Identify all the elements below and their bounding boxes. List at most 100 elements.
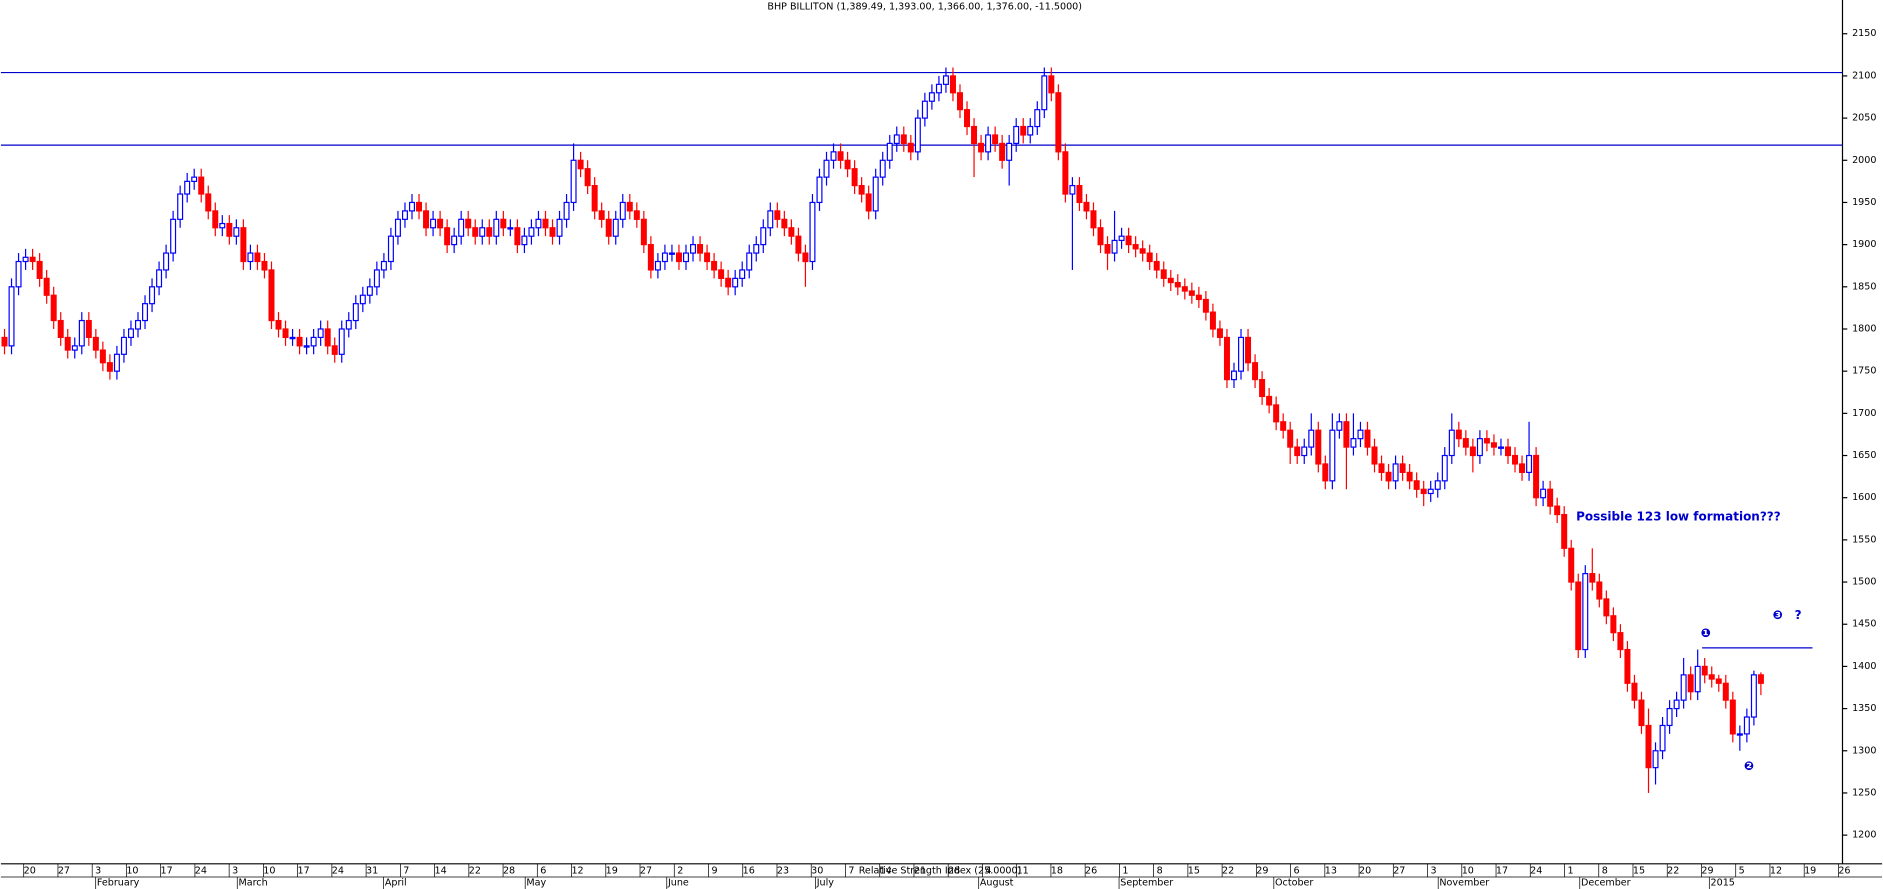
candle-body bbox=[1750, 674, 1757, 718]
x-tick-label: 22 bbox=[469, 866, 481, 877]
candle-body bbox=[1371, 446, 1378, 465]
x-tick-label: 26 bbox=[1085, 866, 1097, 877]
candle-body bbox=[1125, 235, 1132, 246]
candle-body bbox=[296, 336, 303, 347]
x-tick-label: 19 bbox=[1804, 866, 1816, 877]
x-tick-label: 1 bbox=[1122, 866, 1128, 877]
candle-body bbox=[1294, 446, 1301, 457]
candle-body bbox=[1013, 125, 1020, 145]
candle-body bbox=[844, 159, 851, 170]
candle-body bbox=[1413, 480, 1420, 490]
candle-body bbox=[1624, 648, 1631, 684]
x-tick-label: 14 bbox=[434, 866, 446, 877]
candle-body bbox=[247, 252, 254, 263]
candle-body bbox=[1659, 724, 1666, 752]
candle-body bbox=[149, 286, 156, 305]
candle-body bbox=[261, 260, 268, 271]
candle-body bbox=[718, 269, 725, 279]
month-label: April bbox=[385, 878, 407, 889]
candle-body bbox=[57, 319, 64, 339]
candle-body bbox=[1336, 421, 1343, 431]
candle-body bbox=[1540, 488, 1547, 499]
candle-body bbox=[268, 269, 275, 322]
candle-body bbox=[303, 345, 310, 348]
candle-body bbox=[500, 218, 507, 229]
candle-body bbox=[1238, 336, 1245, 372]
x-tick-label: 29 bbox=[1701, 866, 1713, 877]
x-tick-label: 18 bbox=[1051, 866, 1063, 877]
candle-body bbox=[612, 218, 619, 237]
candle-body bbox=[282, 328, 289, 339]
candle-body bbox=[1547, 488, 1554, 507]
y-tick-label: 1200 bbox=[1852, 830, 1876, 841]
candle-body bbox=[661, 252, 668, 263]
candle-body bbox=[373, 269, 380, 288]
candle-body bbox=[514, 227, 521, 246]
candle-body bbox=[1596, 581, 1603, 600]
candle-body bbox=[1476, 438, 1483, 457]
x-tick-label: 5 bbox=[1739, 866, 1745, 877]
candle-body bbox=[50, 294, 57, 322]
x-tick-label: 3 bbox=[1431, 866, 1437, 877]
candle-body bbox=[1209, 311, 1216, 330]
x-tick-label: 17 bbox=[298, 866, 310, 877]
candle-body bbox=[507, 227, 514, 230]
candle-body bbox=[1230, 370, 1237, 381]
candle-body bbox=[753, 244, 760, 254]
y-tick-label: 1950 bbox=[1852, 197, 1876, 208]
annotation: ❷ bbox=[1744, 759, 1754, 773]
candle-body bbox=[1, 336, 8, 347]
candle-body bbox=[760, 227, 767, 246]
candle-body bbox=[92, 336, 99, 351]
candle-body bbox=[837, 151, 844, 161]
x-tick-label: 14 bbox=[880, 866, 892, 877]
candle-body bbox=[1582, 573, 1589, 651]
candle-body bbox=[1666, 707, 1673, 727]
candle-body bbox=[1223, 336, 1230, 381]
x-tick-label: 8 bbox=[1157, 866, 1163, 877]
candle-body bbox=[1729, 699, 1736, 735]
candle-body bbox=[1736, 733, 1743, 736]
candle-body bbox=[1645, 724, 1652, 769]
y-tick-label: 1500 bbox=[1852, 577, 1876, 588]
candle-body bbox=[1055, 92, 1062, 153]
candle-body bbox=[1252, 362, 1259, 381]
candle-body bbox=[584, 168, 591, 187]
candle-body bbox=[893, 134, 900, 145]
candle-body bbox=[1385, 471, 1392, 482]
x-tick-label: 7 bbox=[403, 866, 409, 877]
candle-body bbox=[690, 244, 697, 254]
candle-body bbox=[971, 125, 978, 145]
candle-body bbox=[711, 260, 718, 271]
candle-body bbox=[914, 117, 921, 153]
x-tick-label: 23 bbox=[777, 866, 789, 877]
annotation: ? bbox=[1795, 608, 1802, 622]
candle-body bbox=[1350, 438, 1357, 448]
candle-body bbox=[1195, 294, 1202, 301]
candle-body bbox=[8, 286, 15, 347]
candle-body bbox=[907, 142, 914, 153]
x-tick-label: 28 bbox=[503, 866, 515, 877]
y-tick-label: 1550 bbox=[1852, 534, 1876, 545]
candle-body bbox=[591, 184, 598, 212]
candle-body bbox=[416, 201, 423, 212]
candle-body bbox=[640, 218, 647, 246]
candle-body bbox=[900, 134, 907, 145]
candle-body bbox=[816, 176, 823, 204]
x-tick-label: 9 bbox=[711, 866, 717, 877]
candle-body bbox=[1048, 75, 1055, 94]
candle-body bbox=[1420, 488, 1427, 495]
x-tick-label: 16 bbox=[743, 866, 755, 877]
candle-body bbox=[1287, 429, 1294, 448]
candle-body bbox=[1364, 429, 1371, 448]
candle-body bbox=[15, 260, 22, 288]
x-tick-label: 13 bbox=[1325, 866, 1337, 877]
candle-body bbox=[851, 168, 858, 187]
x-tick-label: 27 bbox=[1393, 866, 1405, 877]
candle-body bbox=[120, 336, 127, 355]
candle-body bbox=[542, 218, 549, 229]
candle-body bbox=[36, 260, 43, 279]
annotation: ❸ bbox=[1773, 608, 1783, 622]
candle-body bbox=[788, 227, 795, 237]
candle-body bbox=[226, 222, 233, 237]
